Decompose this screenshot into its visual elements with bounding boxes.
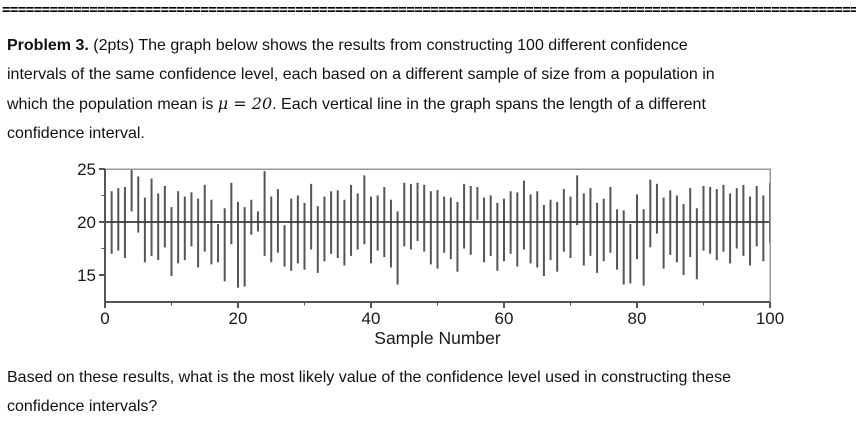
y-tick-label: 25 — [77, 160, 96, 179]
problem-text-before-mu: (2pts) The graph below shows the results… — [7, 37, 715, 113]
problem-text-after-mu: . Each vertical line in the graph spans … — [7, 96, 706, 142]
question-paragraph: Based on these results, what is the most… — [7, 369, 731, 415]
y-axis: 15 20 25 — [77, 160, 105, 285]
x-tick-label: 0 — [100, 309, 109, 328]
problem-label: Problem 3. — [7, 37, 89, 54]
mu-expression: μ = 20 — [217, 94, 273, 113]
y-tick-label: 20 — [77, 213, 96, 232]
x-axis: 0 20 40 60 80 100 — [100, 302, 784, 328]
interval-lines — [110, 169, 771, 288]
x-tick-label: 80 — [628, 309, 647, 328]
ci-chart-svg: 15 20 25 0 20 40 60 80 100 Sample Number — [77, 160, 784, 348]
confidence-interval-chart: 15 20 25 0 20 40 60 80 100 Sample Number — [60, 152, 796, 348]
frame-top-right — [105, 168, 771, 302]
x-axis-title: Sample Number — [374, 328, 501, 348]
equals-divider: ========================================… — [2, 2, 856, 18]
axis-titles: Sample Number — [374, 328, 501, 348]
x-tick-label: 60 — [495, 309, 514, 328]
problem-paragraph: Problem 3. (2pts) The graph below shows … — [7, 31, 856, 148]
y-tick-label: 15 — [77, 266, 96, 285]
x-tick-label: 100 — [756, 309, 784, 328]
x-tick-label: 40 — [362, 309, 381, 328]
x-tick-label: 20 — [229, 309, 248, 328]
